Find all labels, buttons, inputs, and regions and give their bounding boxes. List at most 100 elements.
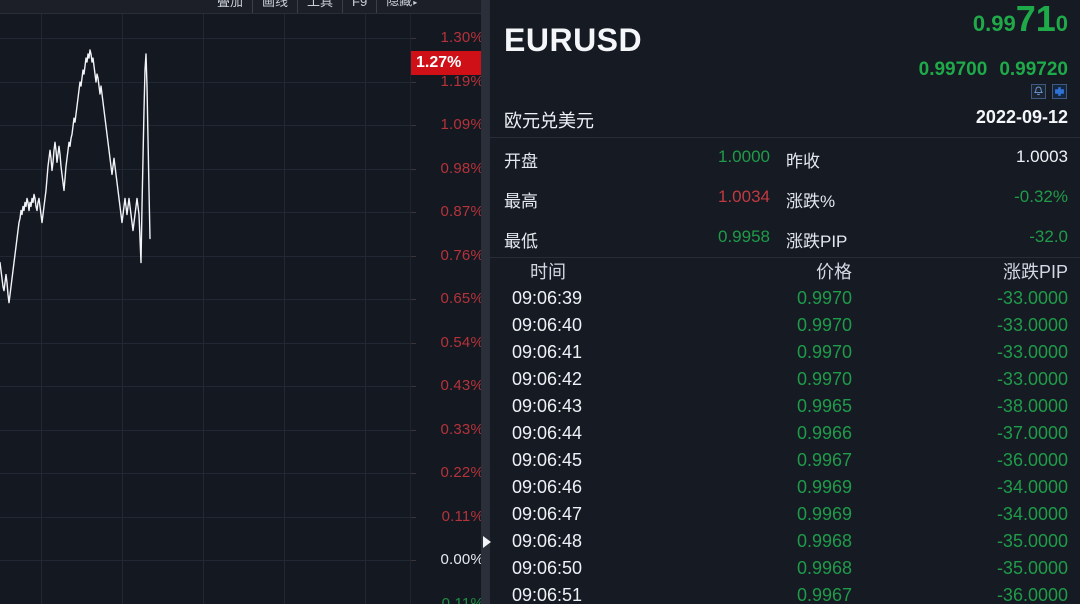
tick-pip: -35.0000 [996,531,1068,551]
chart-panel: 叠加 画线 工具 F9 隐藏▸ 1.30% 1.19% 1.09% 0.98% 0.87% 0.7… [0,0,489,604]
tick-price: 0.9968 [796,531,852,551]
tick-pip: -33.0000 [996,288,1068,308]
tick-price: 0.9966 [796,423,852,443]
gridline-vertical [41,13,42,604]
stat-label-a: 开盘 [504,152,538,171]
tick-row[interactable]: 09:06:47 0.9969 -34.0000 [490,504,1080,531]
tick-pip: -36.0000 [996,585,1068,604]
tick-price: 0.9970 [796,369,852,389]
tick-pip: -38.0000 [996,396,1068,416]
y-axis-tick-mark [411,168,416,170]
y-axis-tick-mark [411,255,416,257]
toolbar-button-2[interactable]: 工具 [298,0,344,13]
tick-time: 09:06:41 [512,342,583,362]
tick-row[interactable]: 09:06:39 0.9970 -33.0000 [490,288,1080,315]
chart-line-series [0,49,151,304]
y-axis-tick-mark [411,38,416,39]
tick-time: 09:06:43 [512,396,583,416]
tick-pip: -34.0000 [996,504,1068,524]
tick-price: 0.9967 [796,450,852,470]
y-axis-tick-mark [411,560,416,561]
toolbar-button-3[interactable]: F9 [343,0,378,13]
tick-table[interactable]: 时间 价格 涨跌PIP 09:06:39 0.9970 -33.0000 09:06:… [490,258,1080,604]
tick-row[interactable]: 09:06:42 0.9970 -33.0000 [490,369,1080,396]
stat-value-b: -32.0 [1029,227,1068,246]
stat-row: 开盘 1.0000 昨收 1.0003 [490,138,1080,178]
column-header-pip: 涨跌PIP [1002,262,1068,282]
last-price-big: 71 [1015,0,1056,39]
tick-time: 09:06:46 [512,477,583,497]
y-axis-label: 0.76% [440,246,484,264]
tick-pip: -34.0000 [996,477,1068,497]
gridline-vertical [203,13,204,604]
tick-price: 0.9970 [796,315,852,335]
tick-row[interactable]: 09:06:41 0.9970 -33.0000 [490,342,1080,369]
symbol-chinese-name: 欧元兑美元 [504,111,594,131]
y-axis-tick-mark [411,212,416,213]
gridline-horizontal [0,81,410,83]
stat-value-a: 1.0034 [718,187,770,206]
tick-time: 09:06:50 [512,558,583,578]
stat-value-b: -0.32% [1014,187,1068,206]
symbol-subtitle-row: 欧元兑美元 2022-09-12 [490,100,1080,138]
tick-row[interactable]: 09:06:40 0.9970 -33.0000 [490,315,1080,342]
tick-row[interactable]: 09:06:45 0.9967 -36.0000 [490,450,1080,477]
tick-time: 09:06:45 [512,450,583,470]
tick-time: 09:06:47 [512,504,583,524]
tick-time: 09:06:48 [512,531,583,551]
gridline-horizontal [0,299,410,300]
panel-collapse-arrow-icon[interactable] [483,536,491,548]
toolbar-button-0[interactable]: 叠加 [208,0,254,13]
stat-label-a: 最低 [504,232,538,251]
last-price-prefix: 0.99 [972,11,1016,36]
plus-icon[interactable] [1052,84,1067,99]
tick-row[interactable]: 09:06:43 0.9965 -38.0000 [490,396,1080,423]
tick-table-body: 09:06:39 0.9970 -33.0000 09:06:40 0.9970 -33.… [490,288,1080,604]
tick-time: 09:06:51 [512,585,583,604]
toolbar-button-1[interactable]: 画线 [253,0,299,13]
gridline-horizontal [0,212,410,213]
tick-row[interactable]: 09:06:50 0.9968 -35.0000 [490,558,1080,585]
tick-row[interactable]: 09:06:46 0.9969 -34.0000 [490,477,1080,504]
gridline-horizontal [0,473,410,474]
tick-pip: -35.0000 [996,558,1068,578]
tick-time: 09:06:40 [512,315,583,335]
y-axis-label: 0.00% [440,551,484,568]
y-axis-label: 0.33% [440,420,484,438]
panel-splitter[interactable] [481,0,490,604]
stat-label-b: 涨跌PIP [786,232,848,251]
y-axis-tick-mark [411,299,416,300]
bell-icon[interactable] [1031,84,1046,99]
tick-pip: -36.0000 [996,450,1068,470]
y-axis-label: 0.98% [440,159,484,177]
chart-plot-area[interactable] [0,13,410,604]
tick-time: 09:06:39 [512,288,583,308]
bid-ask-row: 0.99700 0.99720 [919,59,1068,81]
gridline-horizontal [0,342,410,344]
tick-price: 0.9969 [796,504,852,524]
tick-row[interactable]: 09:06:48 0.9968 -35.0000 [490,531,1080,558]
quote-action-icons [1031,84,1067,99]
tick-row[interactable]: 09:06:51 0.9967 -36.0000 [490,585,1080,604]
tick-table-header: 时间 价格 涨跌PIP [490,258,1080,288]
tick-price: 0.9968 [796,558,852,578]
y-axis-label: 0.43% [440,377,484,394]
tick-row[interactable]: 09:06:44 0.9966 -37.0000 [490,423,1080,450]
tick-pip: -33.0000 [996,369,1068,389]
tick-price: 0.9965 [796,396,852,416]
chart-toolbar-buttons: 叠加 画线 工具 F9 隐藏▸ [208,0,426,13]
stat-value-a: 0.9958 [718,227,770,246]
last-price-suffix: 0 [1055,11,1068,36]
chart-y-axis[interactable]: 1.30% 1.19% 1.09% 0.98% 0.87% 0.76% 0.65% 0.54%… [410,13,489,604]
y-axis-label: 0.11% [441,507,484,525]
y-axis-label: 0.87% [440,203,484,220]
gridline-vertical [284,13,285,604]
tick-price: 0.9969 [796,477,852,497]
last-price: 0.99710 [973,0,1068,40]
y-axis-label: 0.22% [440,464,484,481]
quote-panel: EURUSD 0.99710 0.99700 0.99720 [490,0,1080,604]
y-axis-tick-mark [411,386,416,387]
toolbar-button-4[interactable]: 隐藏▸ [386,0,418,8]
tick-price: 0.9967 [796,585,852,604]
